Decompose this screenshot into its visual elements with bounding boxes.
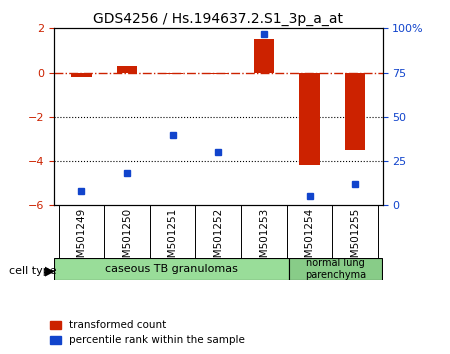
Bar (208, 73, 229, 74)
Text: GSM501255: GSM501255 (350, 208, 360, 271)
Text: ▶: ▶ (45, 264, 54, 277)
Bar (254, 39, 274, 73)
Text: GSM501249: GSM501249 (76, 208, 86, 271)
Text: caseous TB granulomas: caseous TB granulomas (105, 264, 238, 274)
Text: cell type: cell type (9, 266, 57, 276)
Bar (345, 73, 365, 150)
Text: GSM501250: GSM501250 (122, 208, 132, 271)
Text: GSM501251: GSM501251 (167, 208, 178, 271)
Legend: transformed count, percentile rank within the sample: transformed count, percentile rank withi… (50, 320, 245, 346)
Bar (71, 73, 92, 77)
Bar (299, 73, 320, 166)
Text: normal lung
parenchyma: normal lung parenchyma (305, 258, 366, 280)
Text: GSM501252: GSM501252 (213, 208, 223, 271)
Text: GSM501253: GSM501253 (259, 208, 269, 271)
FancyBboxPatch shape (54, 258, 288, 280)
Text: GSM501254: GSM501254 (305, 208, 315, 271)
FancyBboxPatch shape (288, 258, 382, 280)
Bar (162, 73, 183, 74)
Title: GDS4256 / Hs.194637.2.S1_3p_a_at: GDS4256 / Hs.194637.2.S1_3p_a_at (93, 12, 343, 26)
Bar (117, 66, 137, 73)
